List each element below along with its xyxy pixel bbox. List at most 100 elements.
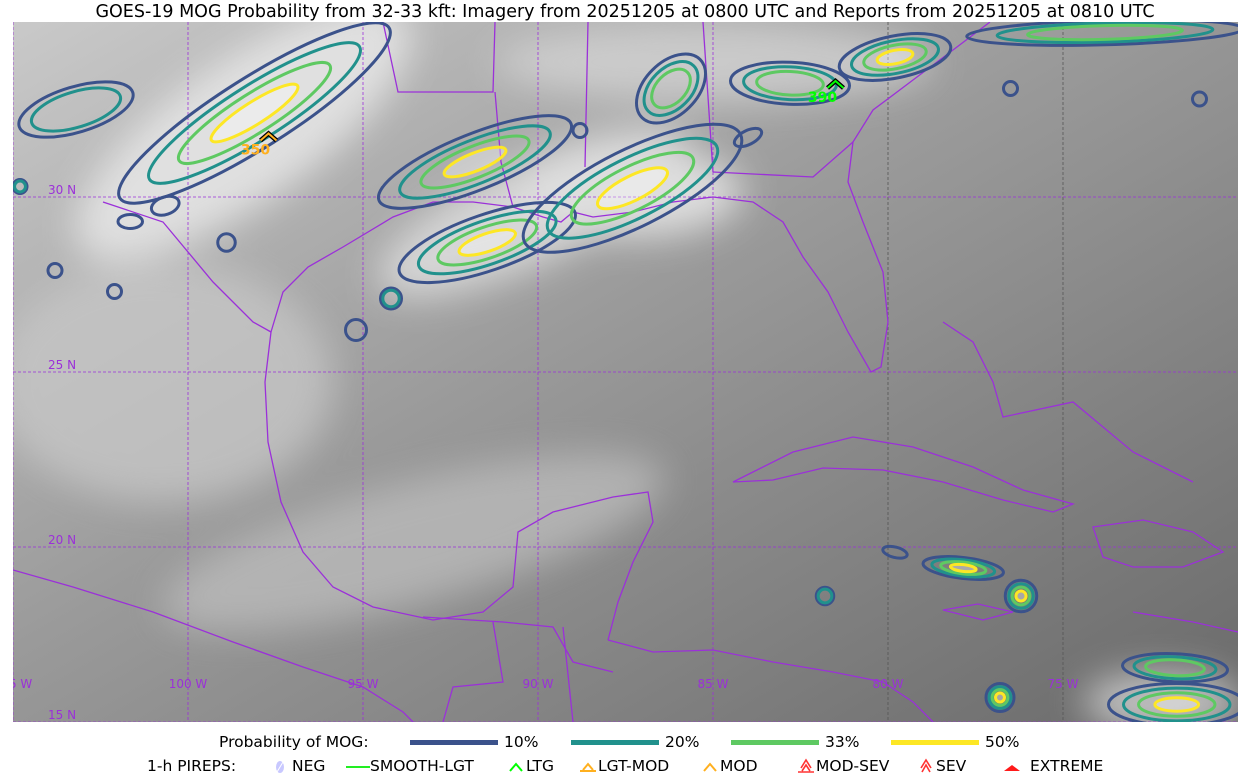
contour-50 <box>209 82 300 144</box>
contour-33 <box>1026 23 1184 42</box>
lat-label: 20 N <box>48 533 76 547</box>
contour-10 <box>106 283 123 300</box>
contour-50 <box>1014 589 1028 603</box>
lon-label: 80 W <box>873 677 904 691</box>
contour-20 <box>381 288 401 309</box>
contour-10 <box>1191 90 1208 108</box>
legend-pirep-mod-sev: MOD-SEV <box>796 755 889 777</box>
border-path <box>702 22 714 173</box>
contour-33 <box>990 688 1010 707</box>
contour-10 <box>1121 652 1229 684</box>
legend-pirep-lgt-mod: LGT-MOD <box>578 755 669 777</box>
mog-cell <box>1191 90 1208 108</box>
contour-20 <box>29 86 123 133</box>
legend-item-10: 10% <box>410 731 538 753</box>
contour-10 <box>116 213 144 230</box>
contour-33 <box>862 42 928 72</box>
legend-label: LTG <box>526 757 554 775</box>
contour-10 <box>635 52 707 125</box>
contour-33 <box>176 60 333 166</box>
contour-50 <box>994 691 1006 704</box>
contour-10 <box>376 114 574 210</box>
contour-50 <box>457 228 517 257</box>
contour-10 <box>881 544 909 560</box>
pirep-reports: 350 390 <box>241 78 845 159</box>
contour-20 <box>930 557 997 579</box>
mog-cell <box>117 22 392 205</box>
mog-cell <box>521 122 744 254</box>
contour-20 <box>416 209 558 276</box>
border-path <box>712 141 854 178</box>
mog-cell <box>881 544 909 560</box>
legend-pireps: 1-h PIREPS: NEG SMOOTH-LGT LTG LGT-MOD MOD MO… <box>0 755 1250 777</box>
contour-20 <box>987 685 1013 710</box>
contour-33 <box>650 67 692 110</box>
legend-label: LGT-MOD <box>598 757 670 775</box>
mog-cell <box>984 682 1016 713</box>
border-path <box>382 22 496 93</box>
contour-20 <box>816 587 834 605</box>
mog-cell <box>1003 578 1039 614</box>
pirep-report: 350 <box>241 130 278 159</box>
contour-33 <box>939 560 988 576</box>
contour-10 <box>837 32 953 82</box>
mog-cell <box>344 318 368 342</box>
mog-cell <box>965 22 1238 47</box>
mog-cell <box>1002 80 1019 97</box>
legend-pirep-neg: NEG <box>272 755 325 777</box>
mog-cell <box>571 122 589 139</box>
contour-10 <box>344 318 368 342</box>
contour-10 <box>397 200 577 285</box>
line-icon <box>346 766 370 768</box>
legend-label: SMOOTH-LGT <box>370 757 474 775</box>
swatch-10-line <box>410 739 498 745</box>
legend-item-20: 20% <box>571 731 699 753</box>
mog-cell <box>376 114 574 210</box>
mog-cell <box>635 52 707 125</box>
border-path <box>942 321 1194 483</box>
contour-10 <box>729 60 851 106</box>
border-path <box>264 22 991 641</box>
legend-label: 33% <box>825 733 860 751</box>
contour-10 <box>571 122 589 139</box>
border-path <box>607 639 934 722</box>
contour-10 <box>1002 80 1019 97</box>
legend-label: NEG <box>292 757 326 775</box>
legend-item-50: 50% <box>891 731 1019 753</box>
mog-cell <box>732 126 764 149</box>
contour-20 <box>398 124 552 200</box>
contour-20 <box>1122 686 1232 722</box>
contour-10 <box>732 126 764 149</box>
report-altitude-label: 390 <box>808 90 837 106</box>
mog-cell <box>46 262 64 279</box>
coastlines-borders <box>13 22 1238 722</box>
mog-contours <box>13 22 1238 722</box>
contour-20 <box>995 22 1215 45</box>
contour-10 <box>921 555 1005 581</box>
contour-10 <box>149 194 181 217</box>
contour-10 <box>17 80 135 139</box>
double-caret-icon <box>920 758 932 773</box>
border-path <box>422 616 614 673</box>
contour-10 <box>984 682 1016 713</box>
lon-label: 90 W <box>523 677 554 691</box>
mog-cell <box>814 585 836 607</box>
map-panel: 350 390 105 W 100 W 95 W 90 W 85 W 80 W 75 W 30 … <box>13 22 1238 722</box>
legend-label: 20% <box>665 733 700 751</box>
report-symbol <box>826 79 845 89</box>
legend-pirep-extreme: EXTREME <box>1002 755 1103 777</box>
filled-triangle-icon <box>1004 765 1020 771</box>
contour-10 <box>117 22 392 205</box>
legend-label: 10% <box>504 733 539 751</box>
contour-20 <box>850 37 940 77</box>
mog-cell <box>1107 682 1238 722</box>
lon-label: 100 W <box>169 677 208 691</box>
graticule <box>13 22 1238 722</box>
legend-pirep-title: 1-h PIREPS: <box>147 757 237 775</box>
contour-10 <box>965 22 1238 47</box>
swatch-50-line <box>891 739 979 745</box>
border-path <box>732 436 1076 513</box>
border-path <box>494 91 514 208</box>
mog-cell <box>379 286 403 311</box>
double-caret-bar-icon <box>798 758 814 773</box>
